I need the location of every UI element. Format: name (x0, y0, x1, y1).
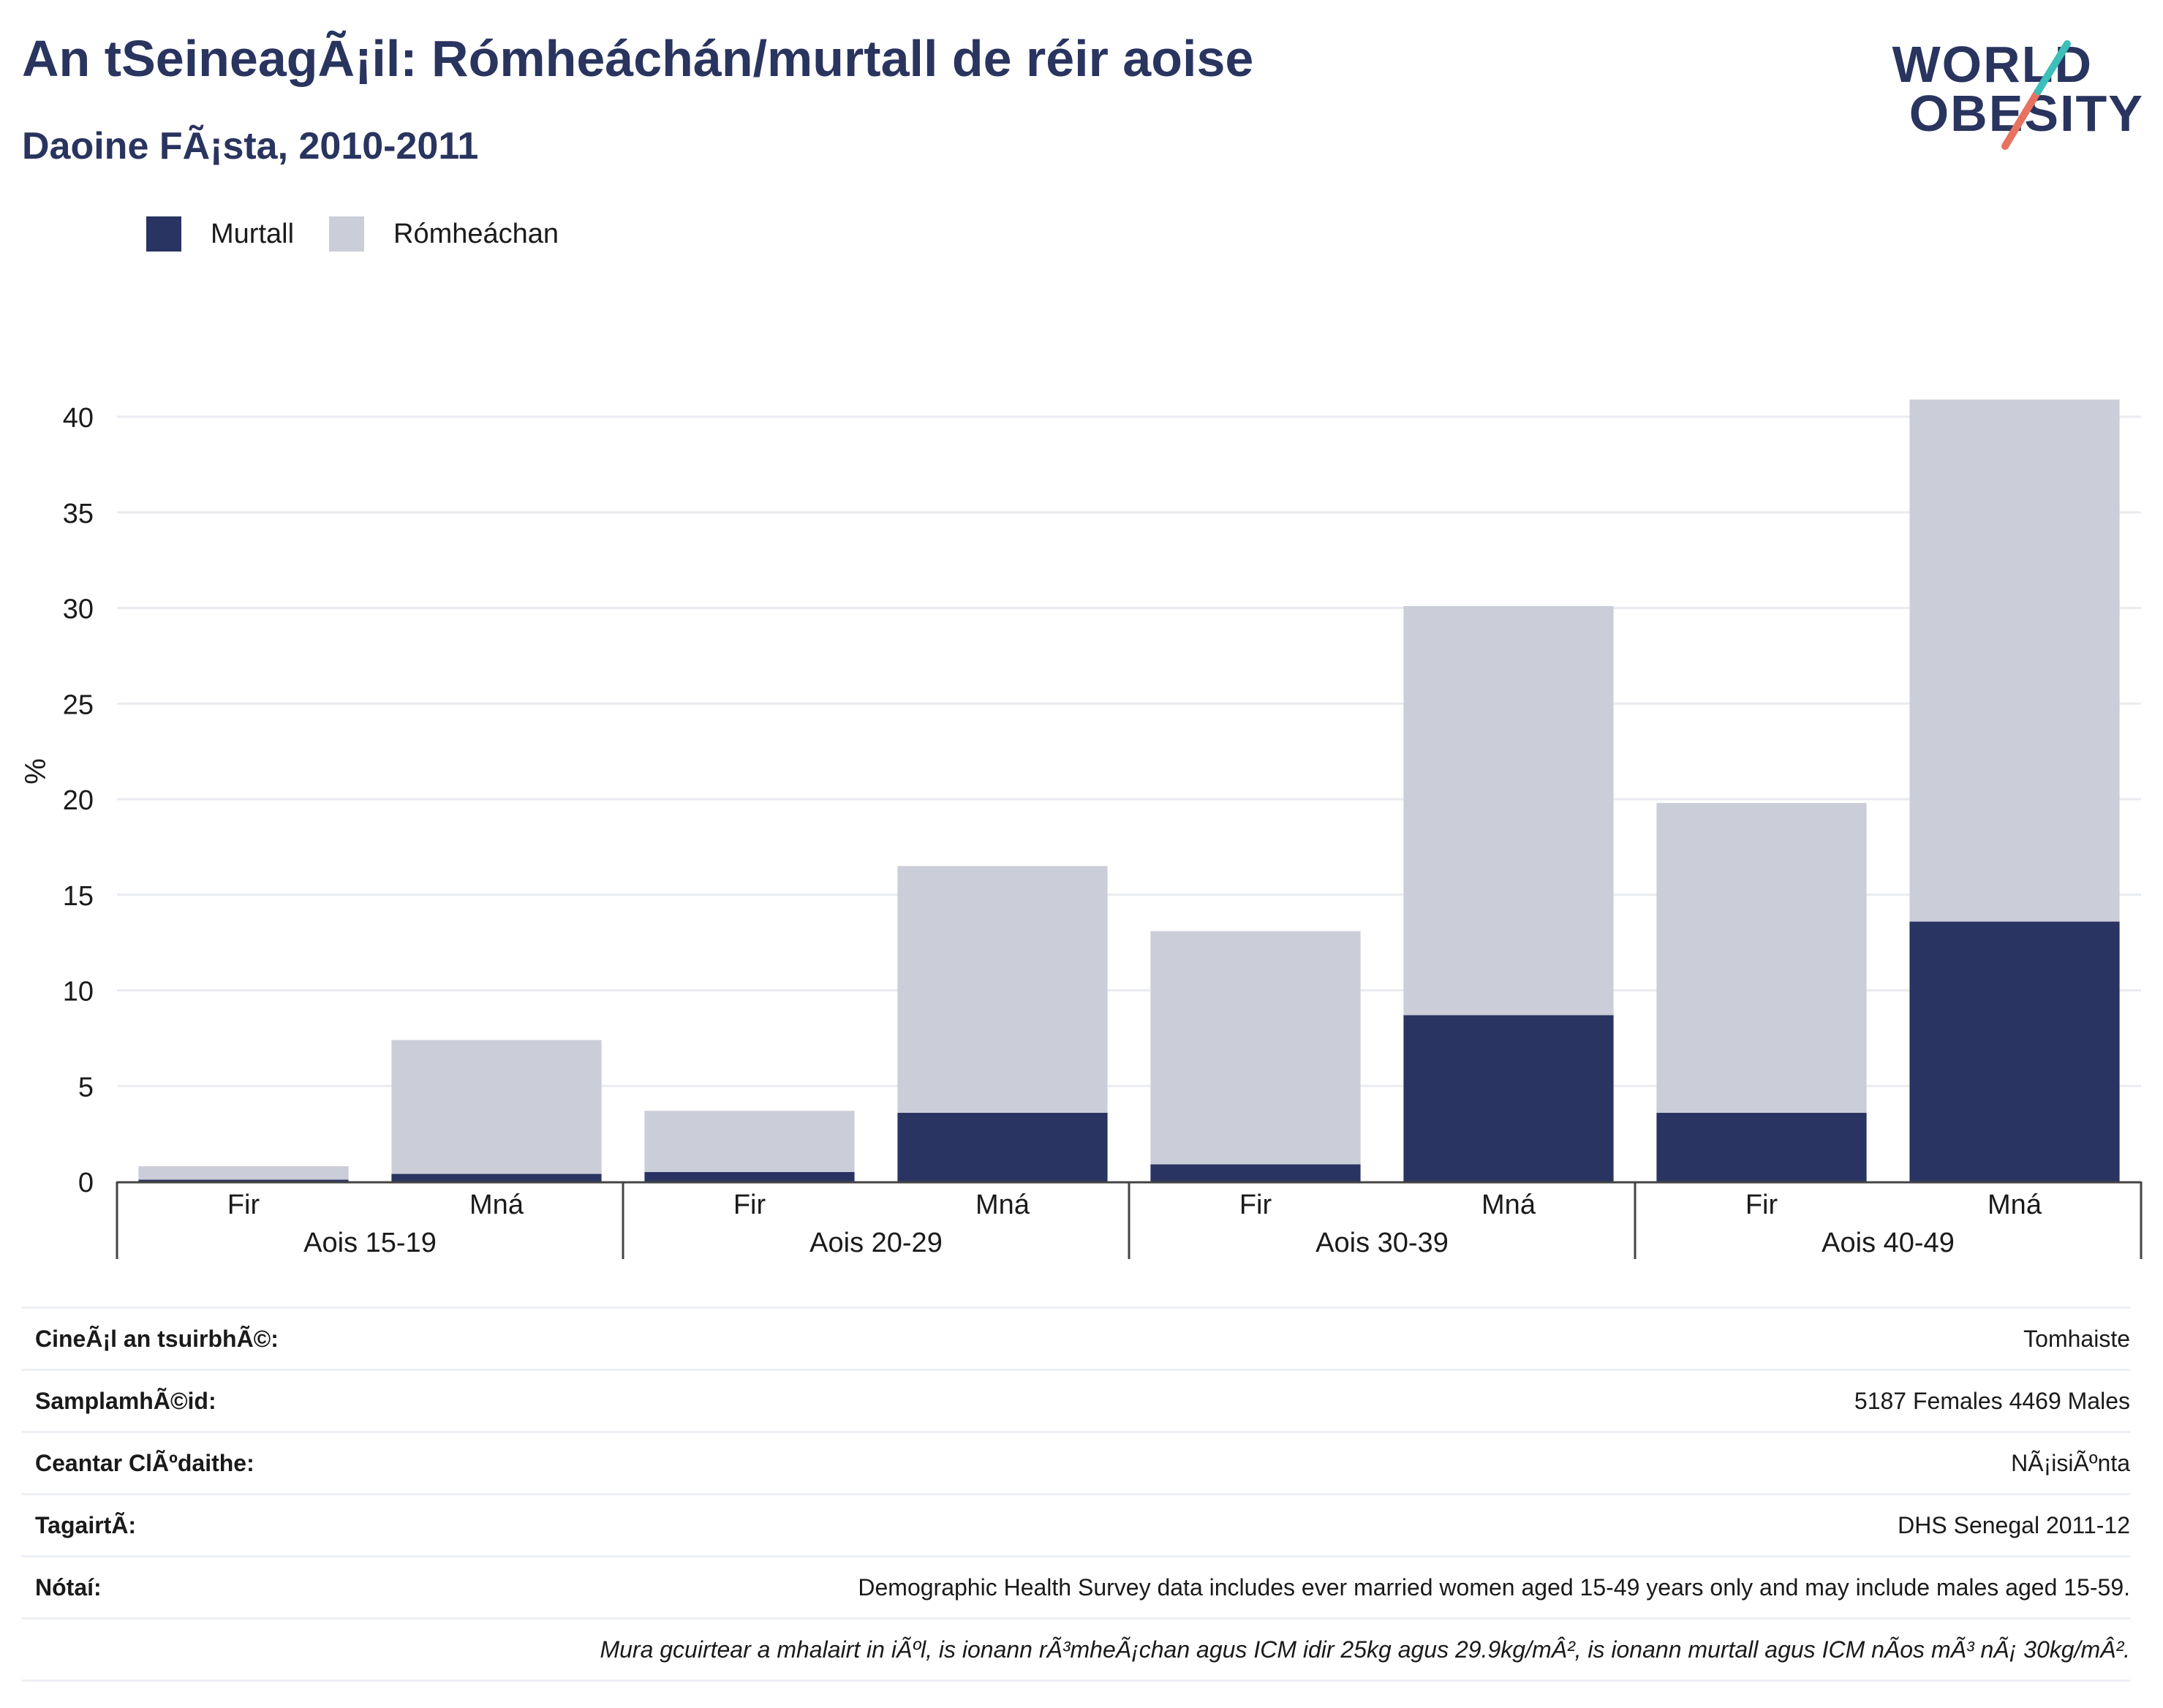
info-row-sample-size: SamplamhÃ©id: 5187 Females 4469 Males (22, 1369, 2130, 1431)
world-obesity-logo: WORLD OBESITY (1892, 22, 2144, 161)
legend-label-overweight: Rómheáchan (393, 218, 559, 249)
info-value: DHS Senegal 2011-12 (1898, 1511, 2130, 1538)
info-label: SamplamhÃ©id: (35, 1387, 216, 1414)
y-tick-label: 0 (78, 1168, 94, 1198)
bar-overweight[interactable] (1150, 931, 1361, 1165)
y-tick-label: 5 (78, 1072, 94, 1103)
x-tick-label: Mná (469, 1190, 524, 1220)
footnote-text: Mura gcuirtear a mhalairt in iÃºl, is io… (600, 1636, 2130, 1663)
survey-info-table: CineÃ¡l an tsuirbhÃ©: Tomhaiste Samplamh… (22, 1307, 2130, 1682)
x-tick-label: Fir (227, 1190, 260, 1220)
info-label: Ceantar ClÃºdaithe: (35, 1449, 254, 1476)
legend-swatch-overweight (329, 216, 365, 252)
bar-obese[interactable] (391, 1174, 602, 1182)
group-label: Aois 40-49 (1822, 1228, 1955, 1258)
info-value: 5187 Females 4469 Males (1854, 1387, 2130, 1414)
bar-overweight[interactable] (1909, 399, 2120, 922)
y-axis-label: % (20, 758, 52, 785)
logo-slash-icon (2001, 40, 2071, 150)
group-label: Aois 15-19 (303, 1228, 437, 1258)
bar-overweight[interactable] (1656, 803, 1867, 1113)
chart-legend: Murtall Rómheáchan (146, 216, 594, 252)
bar-obese[interactable] (1150, 1164, 1361, 1182)
bar-obese[interactable] (1909, 921, 2120, 1182)
x-tick-label: Mná (1481, 1190, 1536, 1220)
y-tick-label: 25 (63, 689, 94, 720)
x-tick-label: Fir (1745, 1190, 1778, 1220)
info-value: Demographic Health Survey data includes … (858, 1573, 2130, 1601)
legend-label-obese: Murtall (211, 218, 295, 249)
info-row-area-covered: Ceantar ClÃºdaithe: NÃ¡isiÃºnta (22, 1431, 2130, 1493)
chart-title: An tSeineagÃ¡il: Rómheáchán/murtall de r… (22, 30, 1254, 87)
y-tick-label: 20 (63, 785, 94, 816)
y-tick-label: 30 (63, 594, 94, 625)
legend-item-overweight: Rómheáchan (329, 216, 559, 252)
bar-obese[interactable] (1403, 1015, 1614, 1182)
info-row-survey-type: CineÃ¡l an tsuirbhÃ©: Tomhaiste (22, 1307, 2130, 1369)
info-row-reference: TagairtÃ: DHS Senegal 2011-12 (22, 1493, 2130, 1555)
info-row-notes: Nótaí: Demographic Health Survey data in… (22, 1555, 2130, 1617)
x-tick-label: Fir (1239, 1190, 1272, 1220)
x-tick-label: Mná (975, 1190, 1030, 1220)
bar-overweight[interactable] (391, 1040, 602, 1174)
bar-overweight[interactable] (897, 866, 1108, 1113)
info-value: NÃ¡isiÃºnta (2011, 1449, 2130, 1476)
y-tick-label: 35 (63, 499, 94, 529)
group-label: Aois 30-39 (1315, 1228, 1449, 1258)
y-tick-label: 10 (63, 977, 94, 1008)
info-label: Nótaí: (35, 1573, 102, 1601)
bar-obese[interactable] (897, 1112, 1108, 1182)
bar-obese[interactable] (138, 1179, 349, 1182)
x-tick-label: Fir (733, 1190, 766, 1220)
bar-overweight[interactable] (644, 1111, 855, 1172)
legend-item-obese: Murtall (146, 216, 294, 252)
info-value: Tomhaiste (2023, 1325, 2130, 1352)
info-label: TagairtÃ: (35, 1511, 137, 1538)
bar-obese[interactable] (644, 1171, 855, 1182)
info-label: CineÃ¡l an tsuirbhÃ©: (35, 1325, 279, 1352)
bar-obese[interactable] (1656, 1112, 1867, 1182)
y-tick-label: 15 (63, 881, 94, 912)
group-label: Aois 20-29 (809, 1228, 943, 1258)
legend-swatch-obese (146, 216, 181, 252)
info-row-footnote: Mura gcuirtear a mhalairt in iÃºl, is io… (22, 1617, 2130, 1682)
bar-overweight[interactable] (1403, 605, 1614, 1016)
y-tick-label: 40 (63, 403, 94, 434)
bar-overweight[interactable] (138, 1166, 349, 1180)
bar-chart: 0 5 10 15 20 25 30 35 40 Fir Mná Fir Mná Fir Mná Fir Mn… (20, 399, 2143, 1259)
chart-subtitle: Daoine FÃ¡sta, 2010-2011 (22, 125, 479, 167)
x-tick-label: Mná (1988, 1190, 2042, 1220)
